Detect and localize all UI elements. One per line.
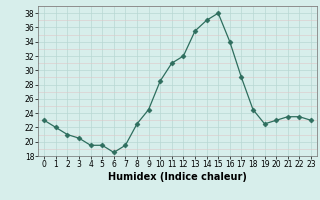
X-axis label: Humidex (Indice chaleur): Humidex (Indice chaleur) bbox=[108, 172, 247, 182]
